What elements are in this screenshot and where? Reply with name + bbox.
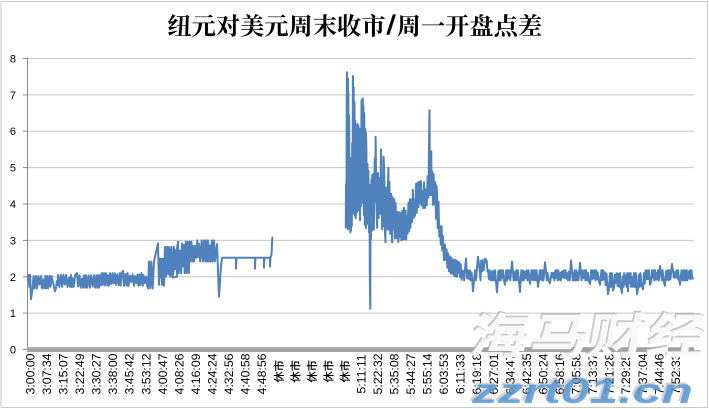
svg-text:3:15:07: 3:15:07 bbox=[57, 353, 71, 394]
svg-text:8: 8 bbox=[10, 54, 16, 66]
svg-text:5:55:14: 5:55:14 bbox=[421, 353, 435, 394]
svg-text:6:34:47: 6:34:47 bbox=[503, 353, 517, 394]
svg-text:3:38:00: 3:38:00 bbox=[106, 353, 120, 394]
svg-text:5:11:11: 5:11:11 bbox=[354, 354, 368, 393]
svg-text:5:35:08: 5:35:08 bbox=[388, 353, 402, 394]
svg-text:4:40:58: 4:40:58 bbox=[239, 353, 253, 394]
svg-text:6:50:24: 6:50:24 bbox=[537, 353, 551, 394]
svg-text:4:08:26: 4:08:26 bbox=[172, 353, 186, 394]
svg-text:3:45:42: 3:45:42 bbox=[123, 353, 137, 394]
svg-text:7:05:58: 7:05:58 bbox=[570, 353, 584, 394]
svg-text:0: 0 bbox=[10, 345, 16, 357]
svg-text:4:48:56: 4:48:56 bbox=[255, 353, 269, 394]
svg-text:6:42:35: 6:42:35 bbox=[520, 353, 534, 394]
svg-text:3:07:34: 3:07:34 bbox=[40, 353, 54, 394]
svg-text:6:58:16: 6:58:16 bbox=[553, 353, 567, 394]
svg-text:7:37:04: 7:37:04 bbox=[636, 353, 650, 394]
svg-text:4:00:47: 4:00:47 bbox=[156, 353, 170, 394]
svg-text:7:21:28: 7:21:28 bbox=[603, 353, 617, 394]
svg-text:1: 1 bbox=[10, 308, 16, 320]
svg-text:6: 6 bbox=[10, 126, 16, 138]
svg-text:2: 2 bbox=[10, 272, 16, 284]
svg-text:7:52:33: 7:52:33 bbox=[669, 353, 683, 394]
svg-text:7:29:25: 7:29:25 bbox=[619, 353, 633, 394]
svg-text:7: 7 bbox=[10, 90, 16, 102]
svg-text:7:13:37: 7:13:37 bbox=[586, 353, 600, 394]
svg-text:6:27:01: 6:27:01 bbox=[487, 353, 501, 394]
svg-text:3:53:12: 3:53:12 bbox=[139, 353, 153, 394]
svg-text:zzrt01.cn: zzrt01.cn bbox=[471, 372, 693, 409]
svg-text:6:03:53: 6:03:53 bbox=[437, 353, 451, 394]
svg-text:5: 5 bbox=[10, 163, 16, 175]
svg-text:3:22:49: 3:22:49 bbox=[73, 353, 87, 394]
svg-text:7:44:46: 7:44:46 bbox=[652, 353, 666, 394]
svg-text:5:44:27: 5:44:27 bbox=[404, 353, 418, 394]
svg-text:4:24:24: 4:24:24 bbox=[206, 353, 220, 394]
svg-text:4:16:09: 4:16:09 bbox=[189, 353, 203, 394]
svg-text:6:19:18: 6:19:18 bbox=[470, 353, 484, 394]
svg-text:zzrt01.cn: zzrt01.cn bbox=[469, 370, 691, 409]
svg-text:6:11:33: 6:11:33 bbox=[454, 354, 468, 394]
svg-text:3: 3 bbox=[10, 235, 16, 247]
svg-text:5:22:32: 5:22:32 bbox=[371, 353, 385, 394]
svg-text:3:30:27: 3:30:27 bbox=[90, 353, 104, 394]
svg-text:3:00:00: 3:00:00 bbox=[23, 353, 37, 394]
svg-text:4: 4 bbox=[10, 199, 16, 211]
svg-text:4:32:56: 4:32:56 bbox=[222, 353, 236, 394]
